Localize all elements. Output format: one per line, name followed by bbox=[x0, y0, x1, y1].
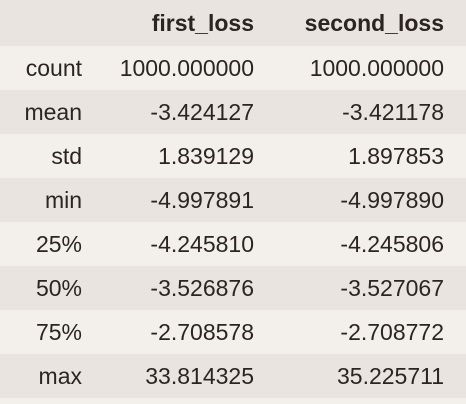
table-row: 25% -4.245810 -4.245806 bbox=[0, 222, 466, 266]
row-label: 50% bbox=[35, 274, 82, 301]
table-cell: -3.526876 bbox=[150, 274, 254, 301]
table-cell: -2.708772 bbox=[340, 318, 444, 345]
table-row: 75% -2.708578 -2.708772 bbox=[0, 310, 466, 354]
row-label: std bbox=[51, 142, 82, 169]
row-label: max bbox=[38, 362, 82, 389]
table-cell: -4.245810 bbox=[150, 230, 254, 257]
table-row: mean -3.424127 -3.421178 bbox=[0, 90, 466, 134]
table-row: count 1000.000000 1000.000000 bbox=[0, 46, 466, 90]
column-header-second-loss: second_loss bbox=[304, 9, 444, 36]
table-cell: 1.897853 bbox=[348, 142, 444, 169]
table-cell: 1000.000000 bbox=[309, 54, 444, 81]
row-label: 75% bbox=[35, 318, 82, 345]
table-cell: -3.421178 bbox=[342, 98, 444, 125]
table-cell: -2.708578 bbox=[150, 318, 254, 345]
column-header-first-loss: first_loss bbox=[151, 9, 254, 36]
index-header-cell bbox=[0, 0, 96, 46]
table-cell: -4.997891 bbox=[150, 186, 254, 213]
table-row: 50% -3.526876 -3.527067 bbox=[0, 266, 466, 310]
table-row: max 33.814325 35.225711 bbox=[0, 354, 466, 398]
table-cell: -3.424127 bbox=[150, 98, 254, 125]
table-cell: 35.225711 bbox=[336, 362, 444, 389]
table-cell: -4.245806 bbox=[340, 230, 444, 257]
row-label: mean bbox=[24, 98, 82, 125]
row-label: count bbox=[25, 54, 82, 81]
table-cell: 1000.000000 bbox=[119, 54, 254, 81]
header-row: first_loss second_loss bbox=[0, 0, 466, 46]
row-label: 25% bbox=[35, 230, 82, 257]
table-cell: -4.997890 bbox=[340, 186, 444, 213]
table-cell: -3.527067 bbox=[340, 274, 444, 301]
table-row: min -4.997891 -4.997890 bbox=[0, 178, 466, 222]
table-row: std 1.839129 1.897853 bbox=[0, 134, 466, 178]
row-label: min bbox=[44, 186, 82, 213]
table-cell: 33.814325 bbox=[145, 362, 254, 389]
table-cell: 1.839129 bbox=[158, 142, 254, 169]
